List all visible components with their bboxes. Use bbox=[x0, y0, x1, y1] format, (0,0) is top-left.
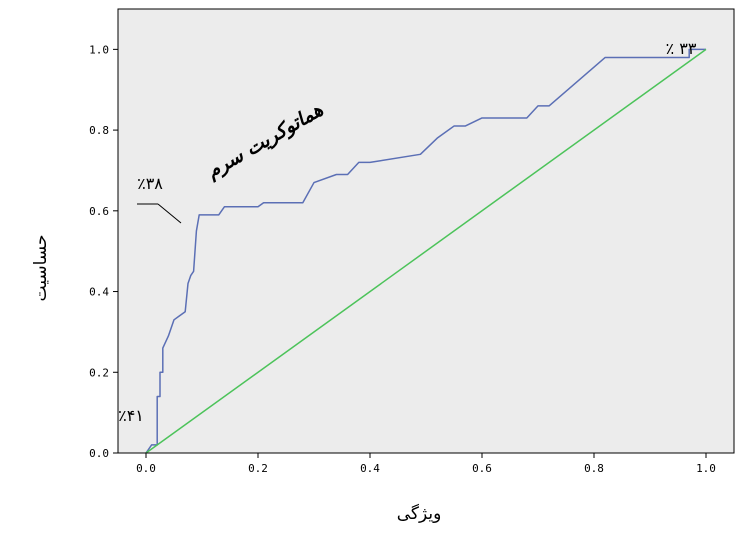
y-axis: 0.0 0.2 0.4 0.6 0.8 1.0 bbox=[89, 43, 118, 460]
plot-background bbox=[118, 9, 734, 453]
plot-frame bbox=[117, 8, 735, 454]
x-tick-label: 1.0 bbox=[696, 462, 716, 475]
annotation-pointer-38-diagonal bbox=[157, 203, 182, 224]
y-tick-label: 0.2 bbox=[89, 366, 109, 379]
y-tick-label: 0.6 bbox=[89, 205, 109, 218]
series-line-reference-diagonal bbox=[145, 48, 707, 454]
series-layer bbox=[145, 48, 707, 454]
y-axis-label: حساسیت bbox=[31, 235, 51, 302]
x-tick-label: 0.8 bbox=[584, 462, 604, 475]
y-tick-label: 0.8 bbox=[89, 124, 109, 137]
y-tick-label: 0.0 bbox=[89, 447, 109, 460]
annotation-41-percent: ٪۴۱ bbox=[118, 406, 144, 425]
x-axis: 0.0 0.2 0.4 0.6 0.8 1.0 bbox=[136, 453, 716, 475]
y-tick-label: 1.0 bbox=[89, 43, 109, 56]
y-tick-label: 0.4 bbox=[89, 286, 109, 299]
x-axis-label: ویژگی bbox=[397, 503, 442, 524]
annotation-38-percent: ٪۳۸ bbox=[137, 174, 163, 193]
x-tick-label: 0.6 bbox=[472, 462, 492, 475]
annotation-33-percent: ٪ ۳۳ bbox=[666, 39, 697, 58]
x-tick-label: 0.0 bbox=[136, 462, 156, 475]
series-line-roc-curve bbox=[145, 48, 706, 454]
x-tick-label: 0.2 bbox=[248, 462, 268, 475]
x-tick-label: 0.4 bbox=[360, 462, 380, 475]
